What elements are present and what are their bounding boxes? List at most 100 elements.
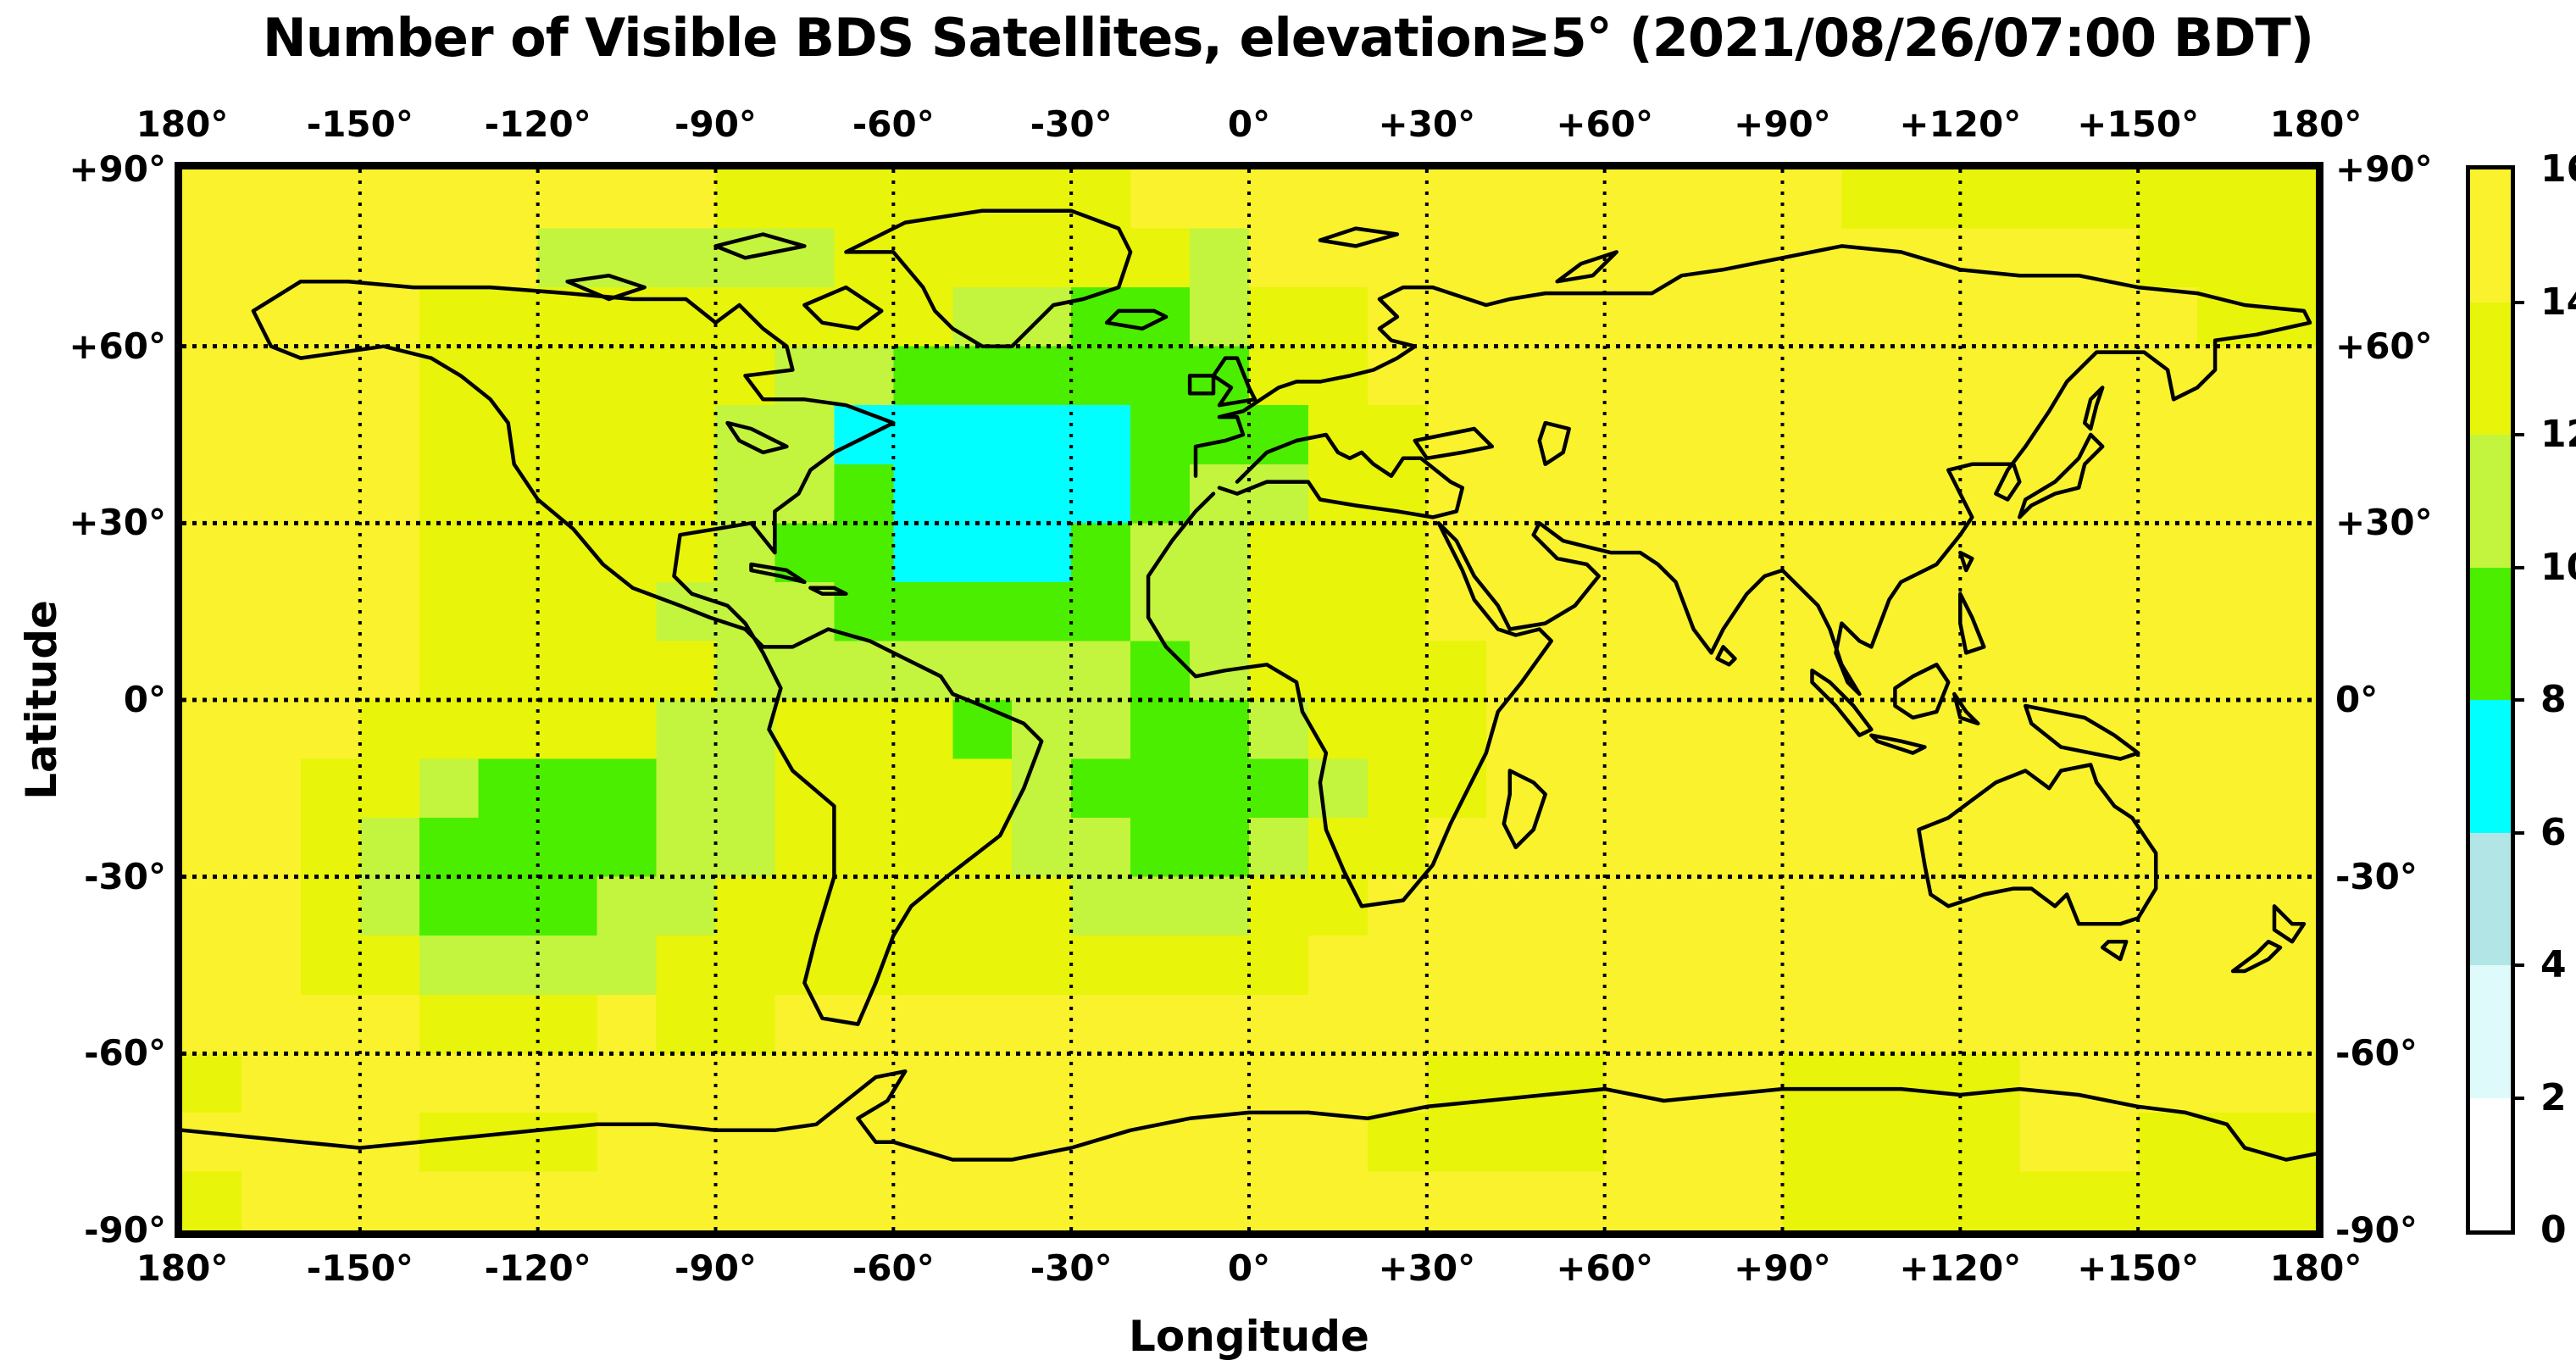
heatmap-cell	[359, 876, 420, 936]
heatmap-cell	[537, 994, 598, 1054]
heatmap-cell	[1307, 700, 1368, 760]
colorbar-tick-label: 8	[2540, 678, 2567, 721]
heatmap-cell	[2019, 169, 2079, 230]
heatmap-cell	[1130, 287, 1191, 347]
heatmap-cell	[1012, 936, 1072, 996]
heatmap-cell	[1545, 876, 1606, 936]
heatmap-cell	[834, 523, 894, 583]
heatmap-cell	[1663, 994, 1724, 1054]
heatmap-cell	[1071, 936, 1131, 996]
heatmap-cell	[2197, 464, 2257, 524]
heatmap-cell	[1723, 641, 1784, 701]
heatmap-cell	[1367, 641, 1428, 701]
heatmap-cell	[2079, 876, 2139, 936]
heatmap-cell	[1012, 169, 1072, 230]
heatmap-cell	[1663, 169, 1724, 230]
heatmap-cell	[419, 876, 480, 936]
heatmap-cell	[1723, 994, 1784, 1054]
heatmap-cell	[1071, 758, 1131, 819]
heatmap-cell	[1663, 936, 1724, 996]
y-tick-label-left: -90°	[84, 1209, 166, 1251]
x-tick-label-top: -90°	[675, 103, 757, 145]
heatmap-cell	[241, 228, 302, 288]
heatmap-cell	[1307, 876, 1368, 936]
heatmap-cell	[1190, 169, 1250, 230]
heatmap-cell	[1960, 876, 2020, 936]
heatmap-cell	[1663, 228, 1724, 288]
heatmap-cell	[300, 876, 361, 936]
heatmap-cell	[1723, 169, 1784, 230]
y-tick-label-right: -90°	[2335, 1209, 2418, 1251]
heatmap-cell	[1367, 1171, 1428, 1230]
heatmap-cell	[1960, 346, 2020, 406]
coastline	[1893, 663, 1951, 720]
heatmap-cell	[537, 700, 598, 760]
heatmap-cell	[1545, 346, 1606, 406]
heatmap-cell	[419, 228, 480, 288]
x-tick-label-bottom: -150°	[306, 1247, 414, 1289]
heatmap-cell	[300, 228, 361, 288]
heatmap-cell	[241, 700, 302, 760]
heatmap-cell	[1604, 641, 1665, 701]
heatmap-cell	[1249, 228, 1309, 288]
coastline	[1555, 250, 1618, 284]
heatmap-cell	[2019, 936, 2079, 996]
heatmap-cell	[1960, 818, 2020, 878]
heatmap-cell	[1367, 700, 1428, 760]
heatmap-cell	[1426, 936, 1487, 996]
x-tick-label-top: +120°	[1899, 103, 2022, 145]
heatmap-cell	[241, 169, 302, 230]
heatmap-cell	[1545, 994, 1606, 1054]
x-tick-label-bottom: -90°	[675, 1247, 757, 1289]
heatmap-cell	[1485, 346, 1546, 406]
heatmap-cell	[1249, 464, 1309, 524]
coastline	[1413, 426, 1495, 461]
heatmap-cell	[1723, 876, 1784, 936]
colorbar-tick	[2511, 698, 2524, 702]
heatmap-cell	[1130, 1171, 1191, 1230]
coastline	[2024, 703, 2140, 761]
heatmap-cell	[1367, 936, 1428, 996]
colorbar-tick	[2511, 433, 2524, 436]
heatmap-cell	[2079, 818, 2139, 878]
heatmap-cell	[1604, 700, 1665, 760]
heatmap-cell	[1723, 464, 1784, 524]
heatmap-cell	[1012, 1053, 1072, 1113]
coastline	[2230, 939, 2283, 974]
coastline	[2018, 432, 2105, 519]
heatmap-cell	[893, 818, 953, 878]
heatmap-cell	[1663, 1053, 1724, 1113]
heatmap-cell	[537, 641, 598, 701]
heatmap-cell	[537, 758, 598, 819]
heatmap-cell	[2138, 523, 2198, 583]
heatmap-cell	[419, 758, 480, 819]
heatmap-cell	[1604, 169, 1665, 230]
heatmap-cell	[834, 758, 894, 819]
heatmap-cell	[2257, 346, 2316, 406]
heatmap-cell	[419, 1171, 480, 1230]
heatmap-cell	[2257, 1053, 2316, 1113]
heatmap-cell	[2197, 1171, 2257, 1230]
heatmap-cell	[1782, 818, 1843, 878]
heatmap-cell	[2019, 523, 2079, 583]
heatmap-cell	[715, 700, 776, 760]
coastline	[725, 420, 789, 455]
heatmap-cell	[656, 405, 717, 465]
heatmap-cell	[241, 1053, 302, 1113]
heatmap-cell	[1249, 1112, 1309, 1173]
heatmap-cell	[1782, 464, 1843, 524]
heatmap-cell	[1782, 700, 1843, 760]
heatmap-cell	[2197, 405, 2257, 465]
y-tick-label-left: +90°	[69, 148, 166, 190]
heatmap-cell	[419, 818, 480, 878]
heatmap-cell	[774, 228, 835, 288]
heatmap-cell	[1012, 818, 1072, 878]
x-tick-label-bottom: -120°	[484, 1247, 591, 1289]
heatmap-cell	[893, 228, 953, 288]
heatmap-cell	[1367, 405, 1428, 465]
heatmap-cell	[537, 818, 598, 878]
coastline	[251, 279, 1044, 1026]
heatmap-cell	[656, 876, 717, 936]
heatmap-cell	[715, 169, 776, 230]
heatmap-cell	[1071, 818, 1131, 878]
